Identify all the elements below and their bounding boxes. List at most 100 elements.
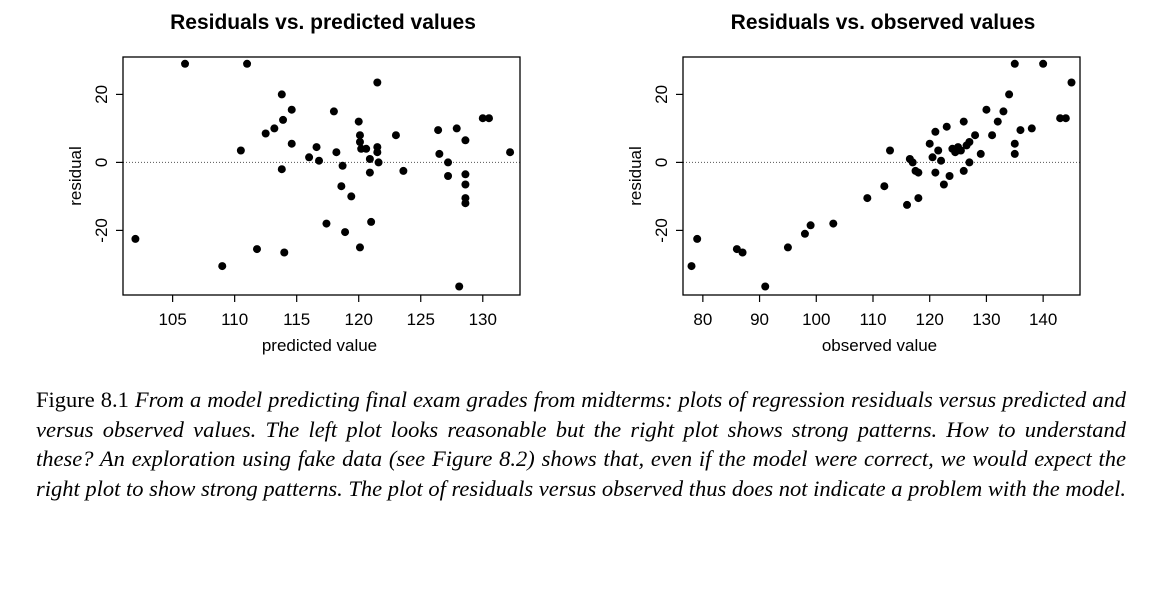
data-point [373, 148, 382, 157]
y-axis-label: residual [66, 146, 85, 206]
data-point [800, 229, 809, 238]
data-point [243, 59, 252, 68]
data-point [337, 182, 346, 191]
data-point [976, 149, 985, 158]
figure-caption: Figure 8.1 From a model predicting final… [36, 385, 1126, 503]
data-point [367, 217, 376, 226]
data-point [444, 158, 453, 167]
data-point [277, 165, 286, 174]
data-point [914, 168, 923, 177]
x-tick-label: 120 [916, 310, 944, 329]
data-point [925, 139, 934, 148]
data-point [693, 234, 702, 243]
data-point [1067, 78, 1076, 87]
data-point [322, 219, 331, 228]
y-tick-label: -20 [92, 218, 111, 243]
data-point [982, 105, 991, 114]
data-point [863, 194, 872, 203]
data-point [1016, 126, 1025, 135]
data-point [908, 158, 917, 167]
data-point [287, 105, 296, 114]
data-point [959, 166, 968, 175]
data-point [329, 107, 338, 116]
data-point [829, 219, 838, 228]
x-tick-label: 115 [283, 310, 310, 329]
data-point [993, 117, 1002, 126]
data-point [399, 166, 408, 175]
y-tick-label: 20 [92, 85, 111, 104]
scatter-plot-left: Residuals vs. predicted values 105 110 115 1… [66, 11, 521, 355]
x-axis-label: predicted value [262, 336, 377, 355]
data-point [478, 114, 487, 123]
data-point [355, 243, 364, 252]
data-point [942, 122, 951, 131]
data-point [461, 180, 470, 189]
x-tick-label: 130 [972, 310, 1000, 329]
x-axis-label: observed value [822, 336, 937, 355]
y-axis-label: residual [626, 146, 645, 206]
x-tick-label: 110 [221, 310, 248, 329]
data-point [1039, 59, 1048, 68]
data-point [444, 172, 453, 180]
data-point [484, 114, 493, 123]
data-point [738, 248, 747, 257]
chart-residuals-vs-predicted: Residuals vs. predicted values 105 110 115 1… [0, 0, 560, 370]
x-tick-label: 130 [469, 310, 497, 329]
data-point [270, 124, 279, 133]
data-point [280, 248, 289, 257]
data-point [312, 143, 321, 152]
x-tick-label: 110 [859, 310, 886, 329]
data-point [374, 158, 383, 167]
data-point [806, 221, 815, 230]
data-point [1027, 124, 1036, 133]
data-point [315, 156, 324, 165]
x-tick-label: 90 [750, 310, 769, 329]
data-point [999, 107, 1008, 116]
data-point [365, 155, 374, 163]
data-point [131, 234, 140, 243]
data-point [959, 117, 968, 126]
data-point [1010, 139, 1019, 148]
data-point [956, 146, 965, 155]
data-point [355, 138, 364, 146]
data-point [279, 115, 288, 124]
data-point [1010, 149, 1019, 158]
data-point [1056, 114, 1065, 123]
data-point [937, 156, 946, 165]
figure-caption-text: From a model predicting final exam grade… [36, 387, 1126, 501]
plot-frame [682, 56, 1081, 296]
data-point [305, 153, 314, 162]
data-point [1061, 114, 1070, 123]
data-point [236, 146, 245, 155]
x-tick-label: 120 [345, 310, 373, 329]
y-tick-label: 20 [652, 85, 671, 104]
chart-residuals-vs-observed: Residuals vs. observed values 80 90 100 110 1… [560, 0, 1120, 370]
data-point [341, 228, 350, 237]
data-point [355, 131, 364, 140]
data-point [945, 172, 954, 180]
data-point [181, 59, 190, 68]
data-point [880, 182, 889, 191]
data-point [931, 168, 940, 177]
data-point [461, 170, 470, 179]
y-tick-label: 0 [92, 158, 111, 167]
y-tick-label: 0 [652, 158, 671, 167]
data-point [914, 194, 923, 203]
data-point [931, 127, 940, 136]
chart-title: Residuals vs. predicted values [170, 11, 476, 34]
data-point [1010, 59, 1019, 68]
x-tick-label: 105 [158, 310, 186, 329]
data-point [218, 262, 227, 271]
data-point [338, 161, 347, 170]
data-point [965, 158, 974, 167]
x-tick-label: 125 [407, 310, 435, 329]
data-point [287, 139, 296, 148]
data-point [277, 90, 286, 99]
data-point [939, 180, 948, 189]
data-point [761, 282, 770, 291]
data-point [391, 131, 400, 140]
data-point [506, 148, 515, 157]
data-point [461, 136, 470, 145]
chart-title: Residuals vs. observed values [731, 11, 1036, 34]
data-point [434, 126, 443, 135]
